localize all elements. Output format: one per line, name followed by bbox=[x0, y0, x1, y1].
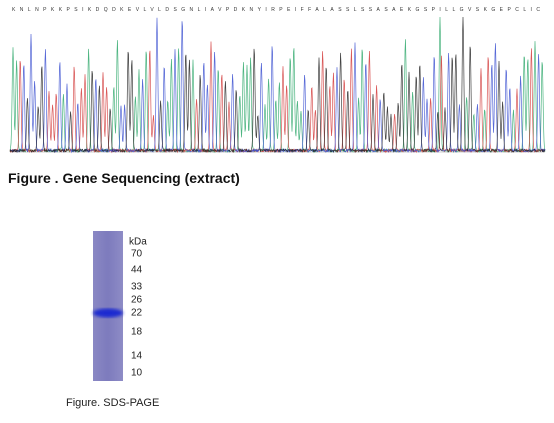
gel-lane bbox=[93, 231, 123, 381]
marker-label: 22 bbox=[131, 308, 143, 319]
marker-label: 26 bbox=[131, 295, 143, 306]
marker-label: 70 bbox=[131, 249, 143, 260]
unit-label: kDa bbox=[129, 237, 147, 248]
sequencing-caption: Figure . Gene Sequencing (extract) bbox=[8, 170, 240, 186]
marker-label: 33 bbox=[131, 282, 143, 293]
protein-band bbox=[93, 308, 123, 318]
trace bbox=[9, 16, 546, 154]
marker-label: 18 bbox=[131, 327, 143, 338]
marker-label: 10 bbox=[131, 368, 143, 379]
chromatogram: KNLNPKKPSIKDQDKEVLVLDSGNLIAVPDKNYIRPEIFF… bbox=[9, 7, 546, 154]
marker-label: 44 bbox=[131, 265, 143, 276]
gel-caption: Figure. SDS-PAGE bbox=[66, 397, 160, 409]
marker-label: 14 bbox=[131, 351, 143, 362]
